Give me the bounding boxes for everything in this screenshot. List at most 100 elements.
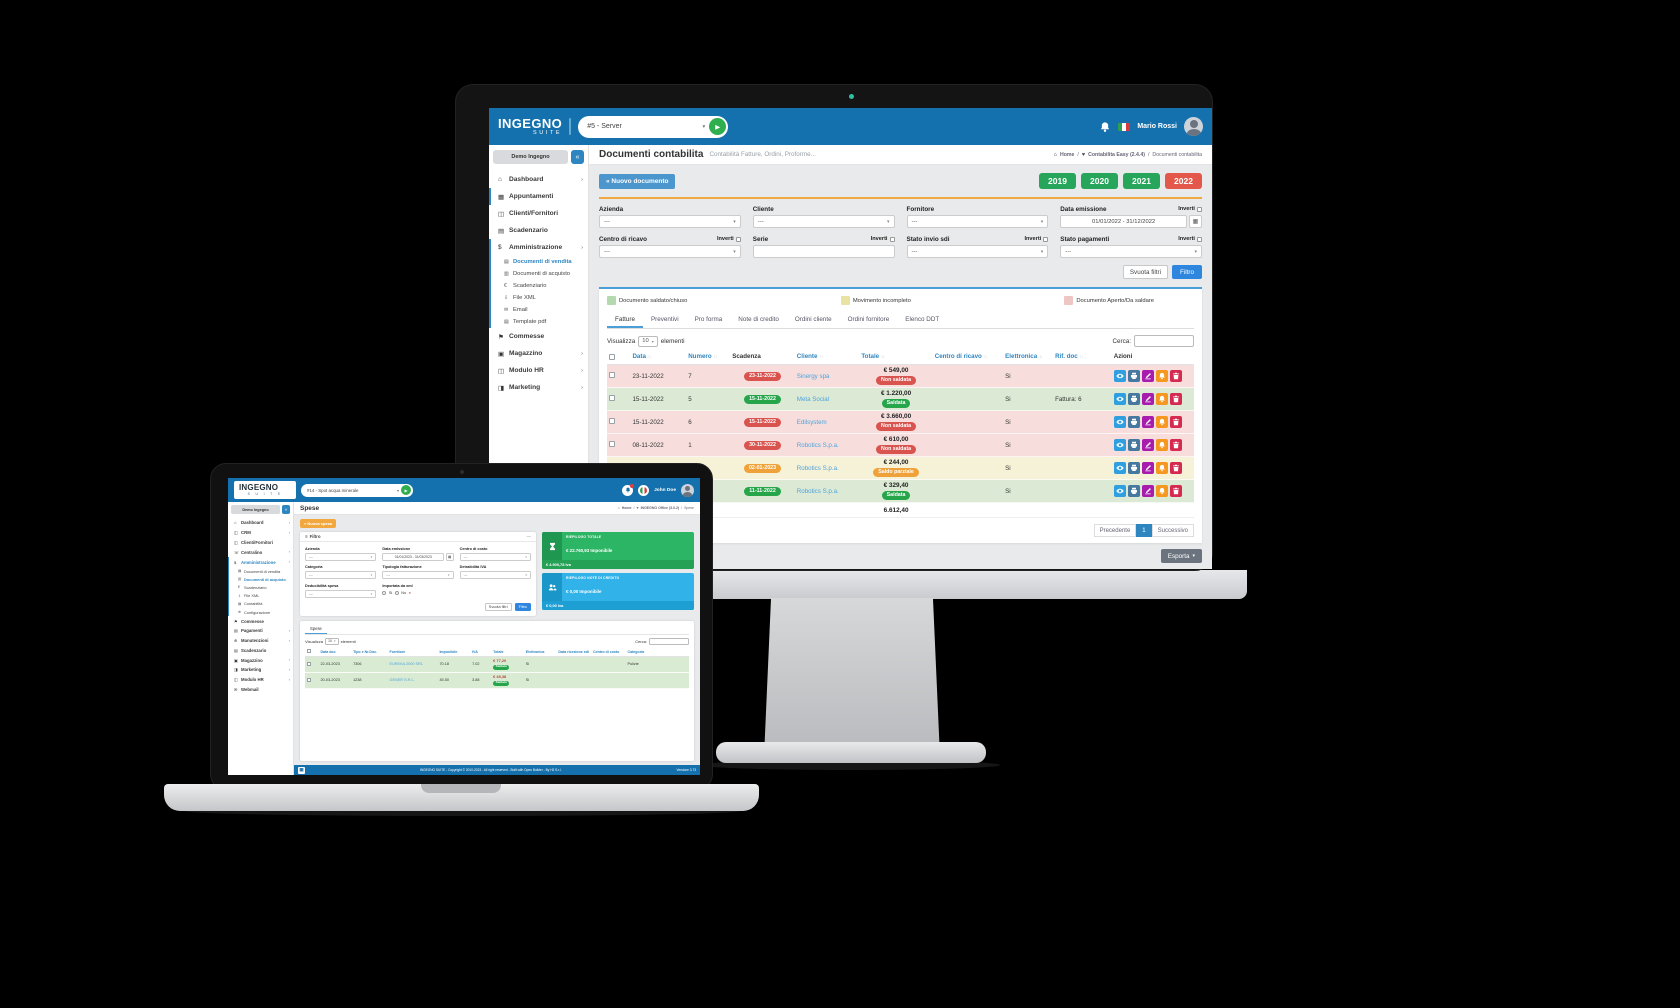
bell-icon[interactable] xyxy=(1155,485,1168,497)
filter-input[interactable] xyxy=(752,245,895,258)
sort-icon[interactable]: ↑↓ xyxy=(647,354,652,359)
bell-icon[interactable] xyxy=(1155,416,1168,428)
sidebar-item-webmail[interactable]: ✉ Webmail xyxy=(228,685,293,695)
apply-filter-button[interactable]: Filtro xyxy=(514,602,531,611)
view-icon[interactable] xyxy=(1113,439,1126,451)
view-icon[interactable] xyxy=(1113,462,1126,474)
sidebar-item-marketing[interactable]: ◨ Marketing › xyxy=(228,665,293,675)
search-input[interactable] xyxy=(649,637,689,645)
filter-select[interactable]: --- ▾ xyxy=(459,571,531,579)
year-button-2021[interactable]: 2021 xyxy=(1123,173,1160,189)
sidebar-item-clienti-fornitori[interactable]: ◫ Clienti/Fornitori xyxy=(228,538,293,548)
delete-icon[interactable] xyxy=(1169,462,1182,474)
sidebar-subitem-documenti-di-vendita[interactable]: ▤ Documenti di vendita xyxy=(229,567,293,575)
inverti-toggle[interactable]: Inverti xyxy=(871,236,895,242)
inverti-toggle[interactable]: Inverti xyxy=(1178,236,1202,242)
sidebar-item-manutenzioni[interactable]: ⊕ Manutenzioni › xyxy=(228,636,293,646)
edit-icon[interactable] xyxy=(1141,370,1154,382)
sidebar-item-commesse[interactable]: ⚑ Commesse xyxy=(228,616,293,626)
client-link[interactable]: Edilsystem xyxy=(796,418,827,426)
edit-icon[interactable] xyxy=(1141,393,1154,405)
checkbox[interactable] xyxy=(1197,236,1202,242)
sort-icon[interactable]: ↑↓ xyxy=(1079,354,1084,359)
sidebar-subitem-scadenziario[interactable]: € Scadenziario xyxy=(229,583,293,591)
tab-fatture[interactable]: Fatture xyxy=(607,312,643,328)
client-link[interactable]: Meta Social xyxy=(796,395,830,403)
org-selector-button[interactable]: Demo Ingegno xyxy=(231,505,280,514)
xml-radio-group[interactable]: Si No × xyxy=(382,591,453,595)
context-select[interactable]: #14 - Spot acqua minerale ▾ ▶ xyxy=(301,483,413,497)
print-icon[interactable] xyxy=(1127,485,1140,497)
view-icon[interactable] xyxy=(1113,416,1126,428)
page-size-select[interactable]: 10 ▾ xyxy=(324,637,339,645)
user-name[interactable]: John Doe xyxy=(654,487,676,493)
sidebar-item-modulo-hr[interactable]: ◫ Modulo HR › xyxy=(489,362,588,379)
inverti-toggle[interactable]: Inverti xyxy=(717,236,741,242)
daterange-input[interactable]: 01/01/2023 - 31/03/2023 xyxy=(382,552,445,561)
select-all-checkbox[interactable] xyxy=(307,648,311,653)
sidebar-subitem-documenti-di-vendita[interactable]: ▤ Documenti di vendita xyxy=(491,256,588,268)
year-button-2019[interactable]: 2019 xyxy=(1039,173,1076,189)
sidebar-item-crm[interactable]: ◫ CRM › xyxy=(228,528,293,538)
go-button[interactable]: ▶ xyxy=(401,485,411,495)
sidebar-item-magazzino[interactable]: ▣ Magazzino › xyxy=(228,655,293,665)
clear-filters-button[interactable]: Svuota filtri xyxy=(484,602,512,611)
sidebar-subitem-template-pdf[interactable]: ▤ Template pdf xyxy=(491,316,588,328)
sort-icon[interactable]: ↑↓ xyxy=(1039,354,1043,359)
sort-icon[interactable]: ↑↓ xyxy=(819,354,823,359)
filter-select[interactable]: --- ▾ xyxy=(752,215,895,228)
sidebar-subitem-email[interactable]: ✉ Email xyxy=(491,304,588,316)
sidebar-subitem-file-xml[interactable]: ⇩ File XML xyxy=(229,592,293,600)
page-size-select[interactable]: 10 ▾ xyxy=(638,335,658,347)
delete-icon[interactable] xyxy=(1169,485,1182,497)
radio-circle[interactable] xyxy=(382,591,387,595)
tab-elenco-ddt[interactable]: Elenco DDT xyxy=(905,316,940,323)
sidebar-item-commesse[interactable]: ⚑ Commesse xyxy=(489,328,588,345)
breadcrumb-module[interactable]: INGEGNO Office (3.0.2) xyxy=(640,506,680,510)
breadcrumb-module[interactable]: Contabilita Easy (2.4.4) xyxy=(1088,151,1145,158)
filter-select[interactable]: --- ▾ xyxy=(459,552,531,561)
edit-icon[interactable] xyxy=(1141,485,1154,497)
view-icon[interactable] xyxy=(1113,485,1126,497)
filter-select[interactable]: --- ▾ xyxy=(599,245,741,258)
filter-select[interactable]: --- ▾ xyxy=(382,571,454,579)
print-icon[interactable] xyxy=(1127,416,1140,428)
edit-icon[interactable] xyxy=(1141,439,1154,451)
print-icon[interactable] xyxy=(1127,393,1140,405)
sidebar-item-modulo-hr[interactable]: ◫ Modulo HR › xyxy=(228,675,293,685)
print-icon[interactable] xyxy=(1127,439,1140,451)
radio-circle[interactable] xyxy=(394,591,399,595)
delete-icon[interactable] xyxy=(1169,416,1182,428)
sidebar-collapse-button[interactable]: « xyxy=(571,150,584,164)
filter-select[interactable]: --- ▾ xyxy=(305,552,377,561)
tab-note-di-credito[interactable]: Note di credito xyxy=(738,316,779,323)
inverti-toggle[interactable]: Inverti xyxy=(1178,206,1202,212)
context-select[interactable]: #5 - Server ▾ ▶ xyxy=(578,115,729,138)
delete-icon[interactable] xyxy=(1169,370,1182,382)
client-link[interactable]: Sinergy spa xyxy=(796,372,830,380)
delete-icon[interactable] xyxy=(1169,393,1182,405)
tab-ordini-cliente[interactable]: Ordini cliente xyxy=(794,316,832,323)
edit-icon[interactable] xyxy=(1141,416,1154,428)
org-selector-button[interactable]: Demo Ingegno xyxy=(493,150,568,164)
row-checkbox[interactable] xyxy=(307,661,311,666)
tab-spese[interactable]: Spese xyxy=(305,624,327,634)
filter-select[interactable]: --- ▾ xyxy=(599,215,741,228)
sidebar-item-pagamenti[interactable]: ▤ Pagamenti › xyxy=(228,626,293,636)
client-link[interactable]: Robotics S.p.a. xyxy=(796,487,839,495)
tab-preventivi[interactable]: Preventivi xyxy=(650,316,679,323)
sidebar-subitem-documenti-di-acquisto[interactable]: ▥ Documenti di acquisto xyxy=(491,268,588,280)
supplier-link[interactable]: EUREKA 2000 SRL xyxy=(389,662,423,667)
bell-icon[interactable] xyxy=(1155,370,1168,382)
bell-icon[interactable] xyxy=(1155,462,1168,474)
sort-icon[interactable]: ↑↓ xyxy=(881,354,885,359)
sort-icon[interactable]: ↑↓ xyxy=(983,354,988,359)
notifications-bell-icon[interactable] xyxy=(622,483,635,496)
filter-select[interactable]: --- ▾ xyxy=(906,215,1049,228)
breadcrumb-home[interactable]: Home xyxy=(1060,151,1075,158)
sidebar-item-clienti-fornitori[interactable]: ◫ Clienti/Fornitori xyxy=(489,205,588,222)
client-link[interactable]: Robotics S.p.a. xyxy=(796,441,839,449)
sidebar-subitem-configurazione[interactable]: ⊕ Configurazione xyxy=(229,608,293,616)
calendar-icon[interactable]: ▦ xyxy=(1189,215,1202,228)
sidebar-item-dashboard[interactable]: ⌂ Dashboard › xyxy=(228,518,293,528)
